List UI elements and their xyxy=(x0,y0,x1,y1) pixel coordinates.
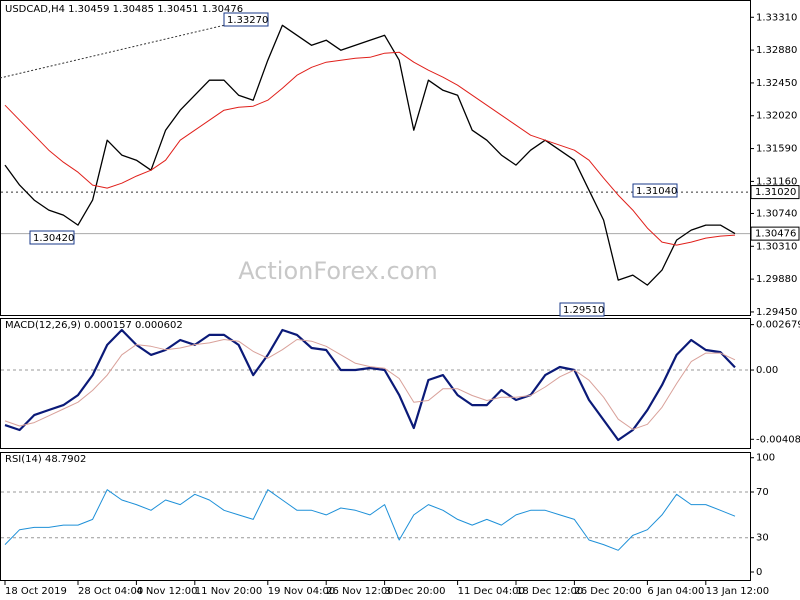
rsi-panel xyxy=(0,452,751,581)
y-tick-label: 1.32450 xyxy=(756,78,797,89)
x-tick-label: 28 Oct 04:00 xyxy=(78,586,143,597)
y-tick-label: 1.30310 xyxy=(756,241,797,252)
watermark: ActionForex.com xyxy=(238,257,438,285)
series-line xyxy=(4,339,736,430)
y-tick-label: 1.30740 xyxy=(756,208,797,219)
annotation: 1.33270 xyxy=(227,15,268,26)
series-line xyxy=(4,24,736,286)
x-tick-label: 3 Dec 20:00 xyxy=(385,586,446,597)
series-line xyxy=(4,489,736,551)
x-tick-label: 4 Nov 12:00 xyxy=(136,586,197,597)
x-tick-label: 6 Jan 04:00 xyxy=(647,586,704,597)
price-label-box xyxy=(750,185,800,200)
annotation-box xyxy=(29,230,75,245)
y-tick-label: 1.33310 xyxy=(756,12,797,23)
y-tick-label: 0.002679 xyxy=(756,320,800,331)
annotation-box xyxy=(632,183,678,198)
panel-title: MACD(12,26,9) 0.000157 0.000602 xyxy=(5,320,183,331)
series-line xyxy=(4,328,736,442)
annotation: 1.31040 xyxy=(636,186,677,197)
y-tick-label: 0 xyxy=(756,567,762,578)
y-tick-label: 1.32020 xyxy=(756,111,797,122)
annotation-box xyxy=(223,12,269,27)
y-tick-label: 30 xyxy=(756,533,769,544)
y-tick-label: 70 xyxy=(756,487,769,498)
y-tick-label: 100 xyxy=(756,453,775,464)
macd-panel xyxy=(0,318,751,449)
x-tick-label: 11 Dec 04:00 xyxy=(458,586,525,597)
x-tick-label: 26 Nov 12:00 xyxy=(326,586,393,597)
price-panel xyxy=(0,0,751,316)
price-label: 1.30476 xyxy=(755,229,796,240)
x-tick-label: 13 Jan 12:00 xyxy=(706,586,769,597)
y-tick-label: 1.31160 xyxy=(756,176,797,187)
panel-title: RSI(14) 48.7902 xyxy=(5,454,86,465)
x-tick-label: 26 Dec 20:00 xyxy=(574,586,641,597)
y-tick-label: 1.31590 xyxy=(756,144,797,155)
x-tick-label: 18 Dec 12:00 xyxy=(516,586,583,597)
y-tick-label: 1.29450 xyxy=(756,307,797,318)
annotation: 1.29510 xyxy=(563,305,604,316)
x-tick-label: 19 Nov 04:00 xyxy=(268,586,335,597)
y-tick-label: 0.00 xyxy=(756,365,778,376)
x-tick-label: 18 Oct 2019 xyxy=(5,586,67,597)
x-tick-label: 11 Nov 20:00 xyxy=(195,586,262,597)
panel-title: USDCAD,H4 1.30459 1.30485 1.30451 1.3047… xyxy=(5,4,243,15)
annotation-box xyxy=(559,302,605,317)
y-tick-label: 1.29880 xyxy=(756,274,797,285)
price-label: 1.31020 xyxy=(755,187,796,198)
price-label-box xyxy=(750,226,800,241)
series-line xyxy=(4,51,736,246)
y-tick-label: 1.32880 xyxy=(756,45,797,56)
y-tick-label: -0.004086 xyxy=(756,434,800,445)
annotation: 1.30420 xyxy=(33,233,74,244)
